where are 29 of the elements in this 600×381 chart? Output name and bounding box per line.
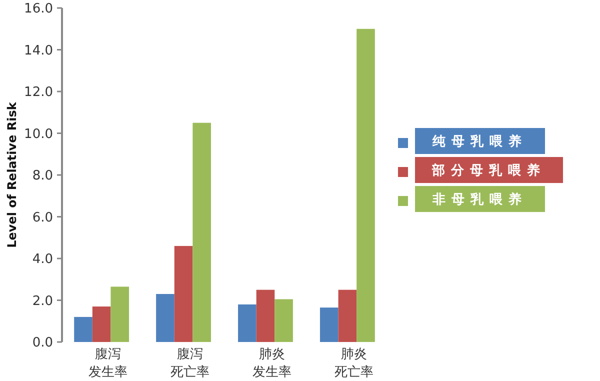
bar [256,290,275,342]
y-tick-label: 2.0 [32,294,53,309]
bar [192,122,211,342]
y-tick-label: 6.0 [32,210,53,226]
x-tick-label: 腹泻发生率 [88,347,128,380]
x-tick-label: 肺炎死亡率 [334,347,374,380]
bar [92,306,111,342]
bar [156,294,174,342]
bar [338,290,357,342]
x-tick-label: 腹泻死亡率 [170,347,210,380]
y-tick-label: 14.0 [24,43,53,58]
y-tick-label: 4.0 [32,252,53,268]
bar [174,246,193,342]
y-tick-label: 8.0 [32,168,53,184]
y-tick-label: 10.0 [24,126,53,142]
x-tick-label: 肺炎发生率 [252,347,292,380]
y-tick-label: 0.0 [32,336,53,351]
bar [238,304,256,342]
legend-label: 纯母乳喂养 [432,134,528,150]
bar [74,316,92,342]
y-tick-label: 12.0 [24,85,53,100]
bar [356,28,375,342]
bar [320,308,338,342]
bar [274,299,293,342]
y-axis-title: Level of Relative Risk [5,101,19,248]
legend-label: 非母乳喂养 [432,192,528,208]
y-tick-label: 16.0 [24,2,53,17]
legend-label: 部分母乳喂养 [431,162,546,179]
bar [110,286,130,342]
